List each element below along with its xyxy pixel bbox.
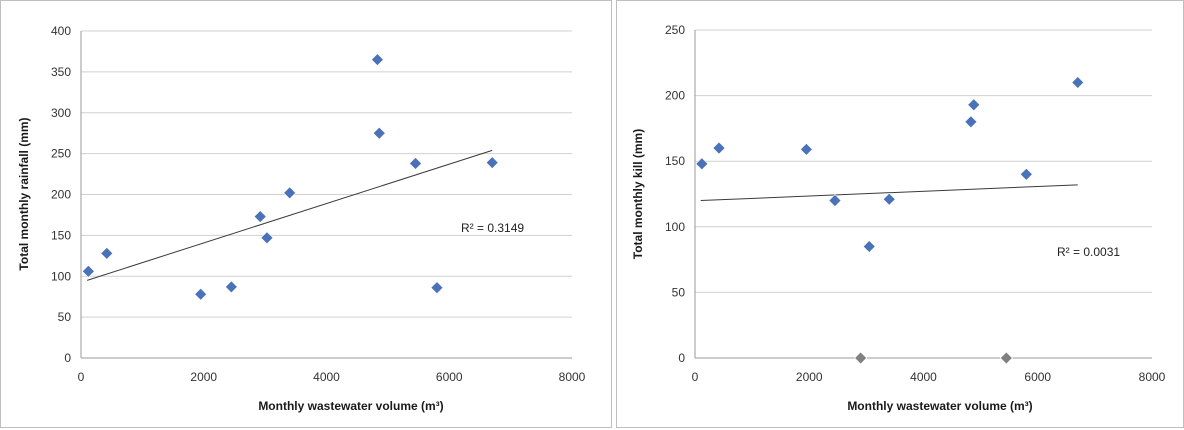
rainfall-data-point xyxy=(372,126,386,140)
rainfall-data-point xyxy=(430,281,444,295)
rainfall-data-point xyxy=(194,287,208,301)
kill-data-point xyxy=(799,142,813,156)
kill-data-point xyxy=(695,157,709,171)
kill-x-tick-label: 4000 xyxy=(910,370,937,384)
kill-y-tick-label: 100 xyxy=(665,220,685,234)
rainfall-y-tick-label: 350 xyxy=(51,65,71,79)
kill-data-point xyxy=(854,351,868,365)
rainfall-x-tick-label: 8000 xyxy=(559,370,586,384)
kill-data-point xyxy=(862,240,876,253)
rainfall-data-point xyxy=(485,156,499,170)
kill-y-tick-label: 250 xyxy=(665,23,685,37)
rainfall-data-point xyxy=(224,280,238,294)
rainfall-y-tick-label: 0 xyxy=(64,351,71,365)
rainfall-y-tick-label: 400 xyxy=(51,24,71,38)
kill-data-point xyxy=(1019,167,1033,181)
rainfall-x-tick-label: 0 xyxy=(78,370,85,384)
kill-y-tick-label: 0 xyxy=(678,351,685,365)
kill-data-point xyxy=(999,351,1013,365)
kill-data-point xyxy=(828,194,842,207)
kill-y-tick-label: 50 xyxy=(672,285,686,299)
rainfall-y-tick-label: 250 xyxy=(51,147,71,161)
chart-panel-rainfall: 0 50 100 150 200 250 300 350 400 0 2000 4000 6000 800… xyxy=(0,0,612,428)
rainfall-y-tick-label: 150 xyxy=(51,228,71,242)
rainfall-data-point xyxy=(260,231,274,245)
rainfall-r-squared-label: R² = 0.3149 xyxy=(461,221,524,235)
rainfall-y-axis-title: Total monthly rainfall (mm) xyxy=(17,117,31,270)
rainfall-data-point xyxy=(283,186,297,200)
kill-scatter-chart: 0 50 100 150 200 250 0 2000 4000 6000 8000 Monthly … xyxy=(631,23,1166,413)
rainfall-y-tick-label: 100 xyxy=(51,269,71,283)
kill-x-tick-label: 6000 xyxy=(1024,370,1051,384)
kill-data-point xyxy=(882,192,896,206)
rainfall-x-tick-label: 4000 xyxy=(313,370,340,384)
kill-x-axis-title: Monthly wastewater volume (m³) xyxy=(847,399,1032,413)
kill-x-tick-label: 0 xyxy=(692,370,699,384)
rainfall-data-point xyxy=(371,53,384,67)
rainfall-x-tick-label: 2000 xyxy=(190,370,217,384)
rainfall-data-point xyxy=(253,210,267,223)
kill-r-squared-label: R² = 0.0031 xyxy=(1057,245,1120,259)
rainfall-data-point xyxy=(100,246,114,260)
kill-data-point xyxy=(712,141,726,155)
kill-y-tick-label: 200 xyxy=(665,89,685,103)
rainfall-data-point xyxy=(81,264,95,278)
rainfall-x-tick-label: 6000 xyxy=(436,370,463,384)
kill-trendline xyxy=(700,184,1078,202)
kill-y-axis-title: Total monthly kill (mm) xyxy=(631,129,645,259)
kill-data-point xyxy=(1071,76,1085,89)
rainfall-x-axis-title: Monthly wastewater volume (m³) xyxy=(258,399,443,413)
rainfall-y-tick-label: 200 xyxy=(51,188,71,202)
chart-panel-kill: 0 50 100 150 200 250 0 2000 4000 6000 8000 Monthly … xyxy=(616,0,1184,428)
rainfall-data-point xyxy=(409,157,422,170)
rainfall-y-tick-label: 300 xyxy=(51,106,71,120)
kill-x-tick-label: 2000 xyxy=(796,370,823,384)
kill-y-tick-label: 150 xyxy=(665,154,685,168)
rainfall-trendline xyxy=(86,149,493,281)
kill-data-point xyxy=(964,115,978,129)
kill-x-tick-label: 8000 xyxy=(1139,370,1166,384)
kill-data-point xyxy=(967,98,981,112)
rainfall-y-tick-label: 50 xyxy=(58,310,72,324)
